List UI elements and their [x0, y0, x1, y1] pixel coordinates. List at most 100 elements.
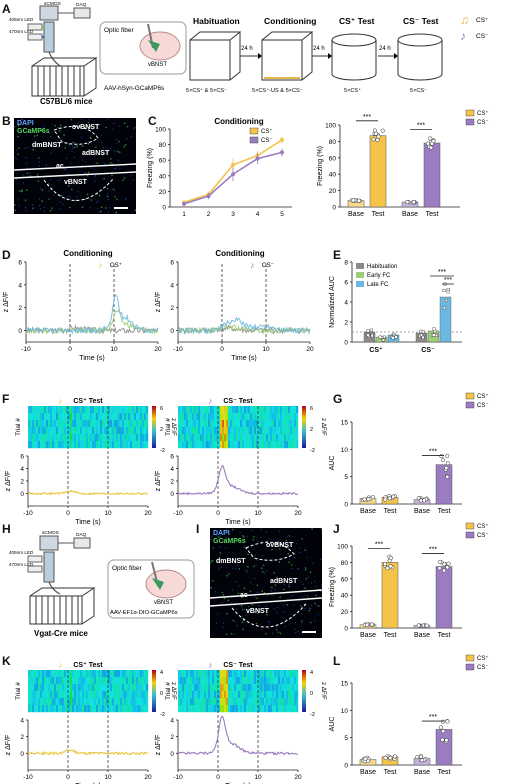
heatmap-cell: [212, 698, 215, 706]
cell-dot: [221, 591, 224, 594]
sig-stars: ***: [429, 449, 437, 456]
heatmap-cell: [90, 684, 93, 692]
bars4-y-tick-label: 60: [341, 576, 349, 583]
heatmap-cell: [180, 691, 183, 699]
cell-dot: [253, 577, 256, 579]
heatmap-cell: [226, 670, 229, 678]
heatmap-cell: [120, 670, 123, 678]
data-dot: [387, 496, 392, 501]
heatmap-cell: [128, 420, 131, 428]
cell-dot: [283, 604, 285, 606]
heatmap-cell: [132, 691, 135, 699]
data-dot: [369, 622, 374, 627]
heatmap-cell: [222, 427, 225, 435]
heatmap-cell: [46, 705, 49, 713]
e-legend-swatch: [356, 272, 364, 278]
cell-dot: [122, 179, 124, 181]
heatmap-cell: [58, 441, 61, 449]
e-dot: [378, 335, 382, 339]
heatmap-cell: [254, 705, 257, 713]
heatmap-cell: [100, 670, 103, 678]
cell-dot: [92, 129, 94, 131]
e-dot: [444, 298, 448, 302]
trace-x-tick-label: 10: [104, 510, 112, 517]
heatmap-cell: [36, 427, 39, 435]
heatmap-cell: [178, 427, 181, 435]
colorbar-tick: 2: [160, 427, 163, 433]
heatmap-cell: [78, 670, 81, 678]
heatmap-cell: [288, 434, 291, 442]
cell-dot: [66, 157, 68, 159]
cell-dot: [261, 540, 263, 542]
heatmap-cell: [116, 413, 119, 421]
cell-dot: [77, 122, 79, 124]
cell-dot: [89, 207, 91, 209]
heatmap-cell: [80, 427, 83, 435]
heatmap-cell: [294, 413, 297, 421]
heatmap-cell: [94, 441, 97, 449]
heatmap-cell: [196, 705, 199, 713]
heatmap-cell: [36, 684, 39, 692]
heatmap-cell: [210, 698, 213, 706]
cell-dot: [126, 125, 129, 128]
trace-x-tick-label: 20: [294, 510, 302, 517]
heatmap-cell: [98, 677, 101, 685]
heatmap-cell: [46, 441, 49, 449]
heatmap-cell: [186, 434, 189, 442]
heatmap-cell: [80, 420, 83, 428]
cell-dot: [101, 141, 103, 143]
heatmap-cell: [28, 677, 31, 685]
heatmap-cell: [118, 420, 121, 428]
heatmap-cell: [76, 413, 79, 421]
heatmap-cell: [52, 691, 55, 699]
data-dot: [424, 623, 429, 628]
heatmap-cell: [284, 670, 287, 678]
cell-dot: [54, 124, 57, 127]
heatmap-cell: [288, 670, 291, 678]
cell-dot: [119, 167, 121, 169]
heatmap-cell: [90, 698, 93, 706]
cell-dot: [284, 575, 286, 578]
cell-dot: [210, 560, 213, 563]
cell-dot: [242, 628, 245, 631]
cell-dot: [211, 579, 214, 582]
heatmap-cell: [256, 441, 259, 449]
heatmap-cell: [238, 670, 241, 678]
heatmap-cell: [184, 677, 187, 685]
heatmap-cell: [64, 705, 67, 713]
heatmap-cell: [36, 677, 39, 685]
heatmap-cell: [112, 413, 115, 421]
cell-dot: [314, 585, 317, 587]
heatmap-cell: [248, 406, 251, 414]
heatmap-cell: [208, 691, 211, 699]
heatmap-cell: [202, 441, 205, 449]
heatmap-cell: [194, 406, 197, 414]
heatmap-cell: [212, 413, 215, 421]
bars4-y-tick-label: 80: [329, 139, 337, 146]
heatmap-cell: [240, 413, 243, 421]
heatmap-cell: [296, 434, 299, 442]
heatmap-cell: [270, 677, 273, 685]
heatmap-cell: [140, 691, 143, 699]
heatmap-cell: [270, 705, 273, 713]
heatmap-cell: [120, 441, 123, 449]
cell-dot: [72, 141, 75, 144]
heatmap-cell: [268, 705, 271, 713]
data-dot: [392, 754, 397, 759]
heatmap-cell: [106, 684, 109, 692]
data-dot: [428, 136, 433, 141]
cell-dot: [287, 546, 289, 549]
heatmap-cell: [242, 670, 245, 678]
cell-dot: [115, 211, 117, 214]
heatmap-cell: [54, 684, 57, 692]
heatmap-cell: [274, 705, 277, 713]
heatmap-cell: [204, 420, 207, 428]
heatmap-cell: [66, 441, 69, 449]
heatmap-cell: [292, 427, 295, 435]
heatmap-cell: [108, 698, 111, 706]
heatmap-cell: [46, 420, 49, 428]
heatmap-cell: [236, 670, 239, 678]
cell-dot: [218, 568, 220, 570]
data-dot: [445, 461, 450, 466]
heatmap-cell: [238, 427, 241, 435]
